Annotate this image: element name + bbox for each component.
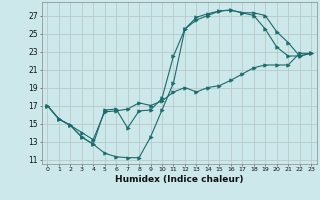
X-axis label: Humidex (Indice chaleur): Humidex (Indice chaleur) — [115, 175, 244, 184]
